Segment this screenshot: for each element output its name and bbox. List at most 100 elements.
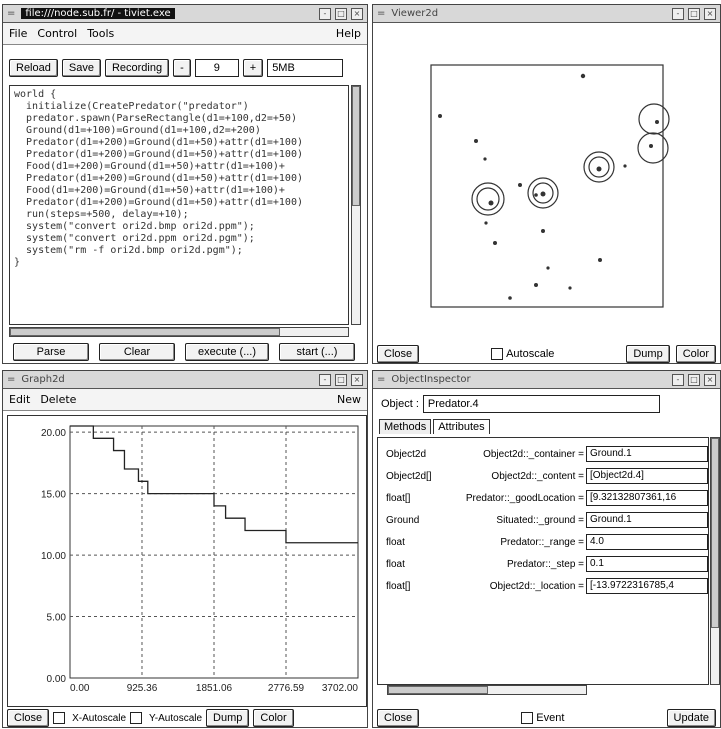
attribute-name: Object2d::_location = <box>489 580 584 592</box>
minimize-icon[interactable]: - <box>672 373 684 386</box>
window-menu-icon[interactable]: = <box>7 8 16 19</box>
menu-tools[interactable]: Tools <box>87 27 115 40</box>
viewer-title: Viewer2d <box>391 8 439 19</box>
script-vertical-scrollbar[interactable] <box>351 85 361 325</box>
reload-button[interactable]: Reload <box>9 59 58 77</box>
viewer-close-button[interactable]: Close <box>377 345 420 363</box>
control-menubar: File Control Tools Help <box>3 23 367 45</box>
code-line: world { <box>14 89 57 100</box>
control-titlebar[interactable]: = file:///node.sub.fr/ - tiviet.exe - □ … <box>3 5 367 23</box>
scroll-thumb[interactable] <box>711 438 719 628</box>
execute-button[interactable]: execute (...) <box>185 343 269 361</box>
parse-button[interactable]: Parse <box>13 343 89 361</box>
close-icon[interactable]: × <box>351 7 363 20</box>
step-input[interactable]: 9 <box>194 59 239 77</box>
inspector-close-button[interactable]: Close <box>377 709 420 727</box>
inspector-titlebar[interactable]: = ObjectInspector - □ × <box>373 371 720 389</box>
object-field[interactable]: Predator.4 <box>422 395 660 413</box>
menu-edit[interactable]: Edit <box>9 393 31 406</box>
step-extra-field[interactable]: 5MB <box>267 59 344 77</box>
close-icon[interactable]: × <box>704 7 716 20</box>
y-tick-label: 5.00 <box>47 613 67 624</box>
menu-file[interactable]: File <box>9 27 28 40</box>
update-button[interactable]: Update <box>666 709 716 727</box>
window-menu-icon[interactable]: = <box>377 374 386 385</box>
tab-attributes[interactable]: Attributes <box>433 419 490 434</box>
viewer-bottom-buttons: Close Autoscale Dump Color <box>373 343 720 363</box>
attribute-value-field[interactable]: Ground.1 <box>586 512 708 528</box>
predators <box>471 103 670 216</box>
attribute-value-field[interactable]: [-13.9722316785,4 <box>586 578 708 594</box>
recording-button[interactable]: Recording <box>104 59 170 77</box>
attribute-value-field[interactable]: [9.32132807361,16 <box>586 490 708 506</box>
maximize-icon[interactable]: □ <box>688 7 700 20</box>
food-dot <box>438 114 442 118</box>
script-editor[interactable]: world { initialize(CreatePredator("preda… <box>9 85 349 325</box>
attribute-name: Object2d::_container = <box>483 448 584 460</box>
code-line: system("rm -f ori2d.bmp ori2d.pgm"); <box>14 245 243 256</box>
predator-range <box>588 156 610 178</box>
maximize-icon[interactable]: □ <box>335 7 347 20</box>
control-bottom-buttons: Parse Clear execute (...) start (...) <box>13 343 361 361</box>
graph-close-button[interactable]: Close <box>7 709 50 727</box>
viewer-color-button[interactable]: Color <box>675 345 716 363</box>
menu-control[interactable]: Control <box>37 27 78 40</box>
code-line: Predator(d1=+200)=Ground(d1=+50)+attr(d1… <box>14 149 303 160</box>
menu-help[interactable]: Help <box>335 27 361 40</box>
graph-menubar: Edit Delete New <box>3 389 367 411</box>
graph-titlebar[interactable]: = Graph2d - □ × <box>3 371 367 389</box>
graph-plot: 0.00 5.00 10.00 15.00 20.00 0.00 925.36 1851.06… <box>7 415 367 707</box>
attribute-type: float[] <box>386 580 411 592</box>
attribute-value-field[interactable]: [Object2d.4] <box>586 468 708 484</box>
maximize-icon[interactable]: □ <box>335 373 347 386</box>
scroll-thumb[interactable] <box>352 86 360 206</box>
code-line: initialize(CreatePredator("predator") <box>14 101 249 112</box>
attribute-name: Predator::_range = <box>500 536 584 548</box>
step-increment-button[interactable]: + <box>242 59 264 77</box>
minimize-icon[interactable]: - <box>319 373 331 386</box>
clear-button[interactable]: Clear <box>99 343 175 361</box>
attribute-type: float <box>386 536 405 548</box>
y-autoscale-checkbox[interactable] <box>130 712 143 724</box>
predator-body <box>649 144 653 148</box>
minimize-icon[interactable]: - <box>319 7 331 20</box>
hscroll-thumb[interactable] <box>10 328 280 336</box>
save-button[interactable]: Save <box>61 59 101 77</box>
close-icon[interactable]: × <box>351 373 363 386</box>
window-menu-icon[interactable]: = <box>7 374 16 385</box>
graph-dump-button[interactable]: Dump <box>206 709 250 727</box>
viewer-dump-button[interactable]: Dump <box>626 345 670 363</box>
attribute-value-field[interactable]: 4.0 <box>586 534 708 550</box>
attribute-value-field[interactable]: 0.1 <box>586 556 708 572</box>
graph-color-button[interactable]: Color <box>253 709 294 727</box>
x-autoscale-label: X-Autoscale <box>72 712 127 724</box>
event-checkbox[interactable] <box>521 712 534 725</box>
attributes-horizontal-scrollbar[interactable] <box>387 685 587 695</box>
food-dot <box>518 183 522 187</box>
attribute-type: float[] <box>386 492 411 504</box>
attribute-value-field[interactable]: Ground.1 <box>586 446 708 462</box>
autoscale-checkbox[interactable] <box>491 348 504 361</box>
hscroll-thumb[interactable] <box>388 686 488 694</box>
step-decrement-button[interactable]: - <box>173 59 191 77</box>
viewer-titlebar[interactable]: = Viewer2d - □ × <box>373 5 720 23</box>
predator-range <box>637 132 669 164</box>
attributes-vertical-scrollbar[interactable] <box>710 437 720 685</box>
close-icon[interactable]: × <box>704 373 716 386</box>
x-tick-label: 925.36 <box>127 683 158 694</box>
attribute-type: float <box>386 558 405 570</box>
x-autoscale-checkbox[interactable] <box>53 712 66 724</box>
maximize-icon[interactable]: □ <box>688 373 700 386</box>
food-dot <box>493 241 497 245</box>
menu-delete[interactable]: Delete <box>40 393 77 406</box>
code-lines: world { initialize(CreatePredator("preda… <box>14 89 344 269</box>
attribute-row: float[] Predator::_goodLocation = [9.32132… <box>378 488 708 508</box>
window-menu-icon[interactable]: = <box>377 8 386 19</box>
tab-methods[interactable]: Methods <box>379 419 432 434</box>
script-horizontal-scrollbar[interactable] <box>9 327 349 337</box>
start-button[interactable]: start (...) <box>279 343 355 361</box>
menu-new[interactable]: New <box>337 393 361 406</box>
code-line: system("convert ori2d.bmp ori2d.ppm"); <box>14 221 255 232</box>
simulation-canvas[interactable] <box>373 23 721 343</box>
minimize-icon[interactable]: - <box>672 7 684 20</box>
